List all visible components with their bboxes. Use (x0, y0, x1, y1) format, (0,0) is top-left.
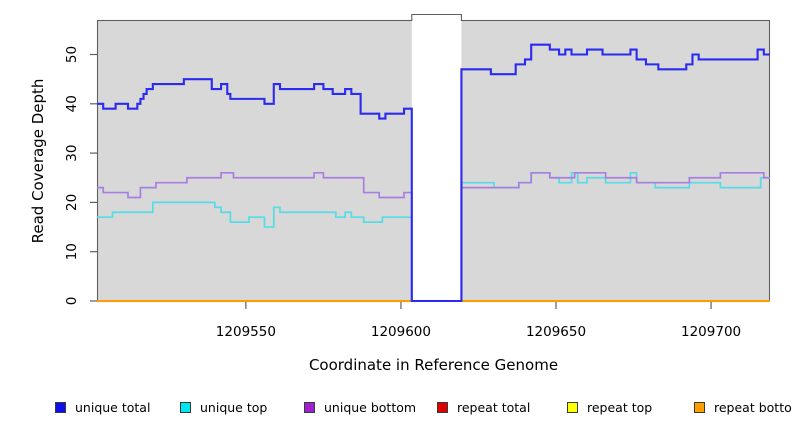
legend-swatch-repeat-total (437, 401, 448, 413)
y-tick-label: 50 (64, 46, 80, 63)
legend-swatch-unique-total (55, 401, 66, 413)
legend-item-repeat-total: repeat total (437, 399, 530, 415)
legend: unique total unique top unique bottom repea… (0, 399, 792, 417)
masked-gap-notch-outline (411, 13, 462, 21)
x-tick-label: 1209650 (526, 324, 586, 340)
legend-label: unique total (75, 399, 151, 415)
legend-swatch-repeat-bottom (694, 401, 705, 413)
legend-label: unique top (200, 399, 268, 415)
legend-item-unique-top: unique top (180, 399, 267, 415)
series-line-unique-total (97, 43, 770, 303)
x-tick-label: 1209550 (216, 324, 276, 340)
y-tick-label: 0 (64, 297, 80, 306)
legend-label: unique bottom (324, 399, 417, 415)
legend-item-repeat-bottom: repeat bottom (694, 399, 792, 415)
x-tick-label: 1209600 (371, 324, 431, 340)
x-tick-label: 1209700 (681, 324, 741, 340)
y-axis-title: Read Coverage Depth (29, 78, 47, 244)
legend-item-unique-bottom: unique bottom (304, 399, 416, 415)
legend-label: repeat top (587, 399, 653, 415)
masked-gap-region (411, 14, 462, 303)
x-axis-title: Coordinate in Reference Genome (308, 356, 559, 374)
y-tick-label: 20 (64, 194, 80, 211)
y-tick-label: 40 (64, 95, 80, 112)
legend-item-unique-total: unique total (55, 399, 150, 415)
legend-swatch-unique-top (180, 401, 191, 413)
legend-swatch-repeat-top (567, 401, 578, 413)
series-line-unique-bottom (97, 171, 770, 302)
legend-swatch-unique-bottom (304, 401, 315, 413)
y-tick-label: 30 (64, 145, 80, 162)
y-tick-label: 10 (64, 243, 80, 260)
legend-item-repeat-top: repeat top (567, 399, 652, 415)
legend-label: repeat bottom (714, 399, 792, 415)
legend-label: repeat total (457, 399, 531, 415)
